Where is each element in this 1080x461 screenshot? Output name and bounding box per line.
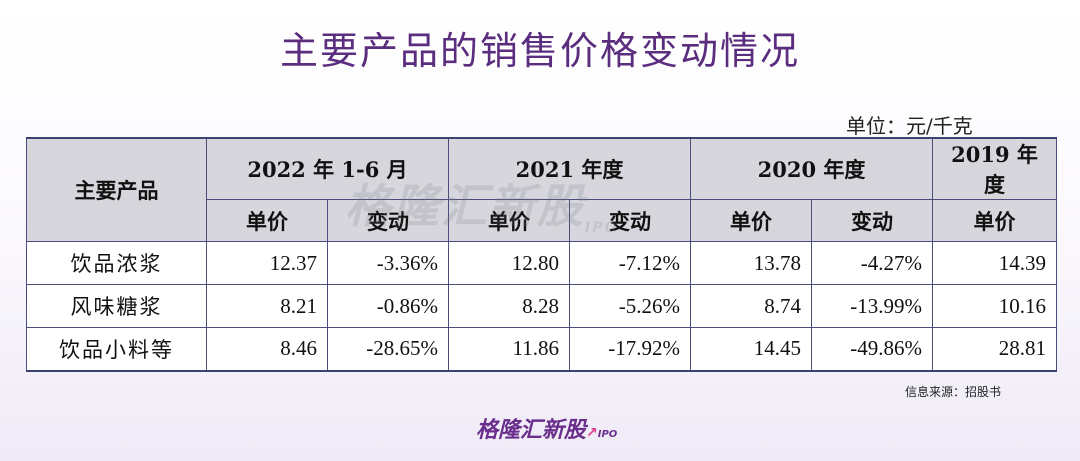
price-cell: 8.46 <box>206 327 328 371</box>
period-header-2019: 2019 年度 <box>932 137 1058 200</box>
logo-ipo: IPO <box>597 429 618 440</box>
product-name: 饮品浓浆 <box>26 241 207 285</box>
price-cell: 28.81 <box>932 327 1058 371</box>
period-header-2020: 2020 年度 <box>690 137 934 200</box>
brand-logo: 格隆汇新股↗IPO <box>476 412 617 444</box>
change-cell: -17.92% <box>569 327 692 371</box>
subheader-change: 变动 <box>326 199 450 242</box>
period-header-2022h1: 2022 年 1-6 月 <box>205 137 450 200</box>
subheader-price: 单价 <box>932 199 1058 242</box>
price-cell: 11.86 <box>448 327 571 371</box>
price-cell: 8.21 <box>206 284 328 328</box>
price-change-table: 主要产品 2022 年 1-6 月 2021 年度 2020 年度 2019 年… <box>26 137 1058 372</box>
price-cell: 13.78 <box>690 241 813 285</box>
subheader-change: 变动 <box>569 199 692 242</box>
source-note: 信息来源：招股书 <box>905 385 1002 399</box>
change-cell: -7.12% <box>569 241 692 285</box>
product-header: 主要产品 <box>26 137 207 242</box>
table-row: 风味糖浆 8.21 -0.86% 8.28 -5.26% 8.74 -13.99… <box>26 284 1058 328</box>
change-cell: -4.27% <box>811 241 934 285</box>
price-cell: 14.45 <box>690 327 813 371</box>
page-title: 主要产品的销售价格变动情况 <box>279 29 800 73</box>
table-row: 饮品小料等 8.46 -28.65% 11.86 -17.92% 14.45 -… <box>26 327 1058 371</box>
price-cell: 8.28 <box>448 284 571 328</box>
change-cell: -3.36% <box>326 241 450 285</box>
change-cell: -49.86% <box>811 327 934 371</box>
table-row: 饮品浓浆 12.37 -3.36% 12.80 -7.12% 13.78 -4.… <box>26 241 1058 285</box>
price-cell: 14.39 <box>932 241 1058 285</box>
change-cell: -28.65% <box>326 327 450 371</box>
product-name: 饮品小料等 <box>26 327 207 371</box>
product-name: 风味糖浆 <box>26 284 207 328</box>
logo-text: 格隆汇新股 <box>476 418 587 443</box>
subheader-price: 单价 <box>690 199 813 242</box>
subheader-price: 单价 <box>448 199 571 242</box>
price-cell: 8.74 <box>690 284 813 328</box>
change-cell: -13.99% <box>811 284 934 328</box>
change-cell: -5.26% <box>569 284 692 328</box>
period-header-2021: 2021 年度 <box>448 137 692 200</box>
subheader-price: 单价 <box>206 199 328 242</box>
change-cell: -0.86% <box>326 284 450 328</box>
subheader-change: 变动 <box>811 199 934 242</box>
price-cell: 12.37 <box>206 241 328 285</box>
arrow-icon: ↗ <box>586 425 598 441</box>
price-cell: 12.80 <box>448 241 571 285</box>
price-cell: 10.16 <box>932 284 1058 328</box>
unit-label: 单位：元/千克 <box>846 114 973 138</box>
